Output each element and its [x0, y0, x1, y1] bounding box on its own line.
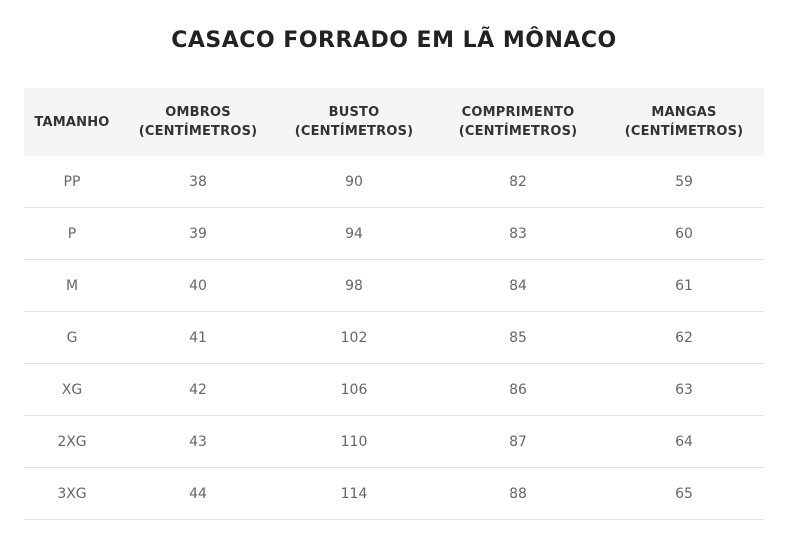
header-shoulders-unit: (CENTÍMETROS) [138, 124, 258, 139]
cell-size: P [24, 207, 120, 260]
table-row: G 41 102 85 62 [24, 311, 764, 364]
size-chart-table: TAMANHO OMBROS (CENTÍMETROS) BUSTO (CENTÍM… [24, 88, 764, 520]
cell-shoulders: 42 [120, 363, 276, 416]
cell-length: 87 [432, 415, 604, 468]
header-size-label: TAMANHO [34, 114, 110, 130]
header-shoulders-label: OMBROS [165, 105, 231, 120]
header-sleeves-unit: (CENTÍMETROS) [624, 124, 744, 139]
header-bust-label: BUSTO [328, 105, 380, 120]
cell-sleeves: 61 [604, 259, 764, 312]
cell-size: G [24, 311, 120, 364]
cell-sleeves: 64 [604, 415, 764, 468]
cell-shoulders: 41 [120, 311, 276, 364]
cell-length: 85 [432, 311, 604, 364]
table-row: XG 42 106 86 63 [24, 363, 764, 416]
cell-sleeves: 59 [604, 156, 764, 208]
header-sleeves-label: MANGAS [651, 105, 717, 120]
table-row: 3XG 44 114 88 65 [24, 467, 764, 520]
header-bust-unit: (CENTÍMETROS) [294, 124, 414, 139]
cell-shoulders: 39 [120, 207, 276, 260]
cell-length: 88 [432, 467, 604, 520]
cell-size: 3XG [24, 467, 120, 520]
header-sleeves: MANGAS (CENTÍMETROS) [604, 88, 764, 156]
header-shoulders: OMBROS (CENTÍMETROS) [120, 88, 276, 156]
cell-shoulders: 43 [120, 415, 276, 468]
cell-size: XG [24, 363, 120, 416]
table-row: PP 38 90 82 59 [24, 156, 764, 208]
table-row: 2XG 43 110 87 64 [24, 415, 764, 468]
cell-sleeves: 63 [604, 363, 764, 416]
cell-length: 84 [432, 259, 604, 312]
header-size: TAMANHO [24, 88, 120, 156]
cell-size: 2XG [24, 415, 120, 468]
cell-bust: 114 [276, 467, 432, 520]
cell-bust: 110 [276, 415, 432, 468]
cell-bust: 102 [276, 311, 432, 364]
cell-shoulders: 40 [120, 259, 276, 312]
cell-bust: 94 [276, 207, 432, 260]
cell-length: 83 [432, 207, 604, 260]
cell-bust: 90 [276, 156, 432, 208]
cell-sleeves: 65 [604, 467, 764, 520]
cell-shoulders: 44 [120, 467, 276, 520]
cell-size: PP [24, 156, 120, 208]
cell-sleeves: 62 [604, 311, 764, 364]
header-row: TAMANHO OMBROS (CENTÍMETROS) BUSTO (CENTÍM… [24, 88, 764, 156]
cell-length: 82 [432, 156, 604, 208]
table-row: P 39 94 83 60 [24, 207, 764, 260]
cell-size: M [24, 259, 120, 312]
table-body: PP 38 90 82 59 P 39 94 83 60 M 40 98 84 … [24, 156, 764, 520]
header-length-label: COMPRIMENTO [461, 105, 575, 120]
page-title: CASACO FORRADO EM LÃ MÔNACO [171, 28, 617, 53]
table-row: M 40 98 84 61 [24, 259, 764, 312]
header-length-unit: (CENTÍMETROS) [458, 124, 578, 139]
cell-length: 86 [432, 363, 604, 416]
header-bust: BUSTO (CENTÍMETROS) [276, 88, 432, 156]
header-length: COMPRIMENTO (CENTÍMETROS) [432, 88, 604, 156]
cell-shoulders: 38 [120, 156, 276, 208]
cell-bust: 98 [276, 259, 432, 312]
table-header: TAMANHO OMBROS (CENTÍMETROS) BUSTO (CENTÍM… [24, 88, 764, 156]
cell-bust: 106 [276, 363, 432, 416]
cell-sleeves: 60 [604, 207, 764, 260]
